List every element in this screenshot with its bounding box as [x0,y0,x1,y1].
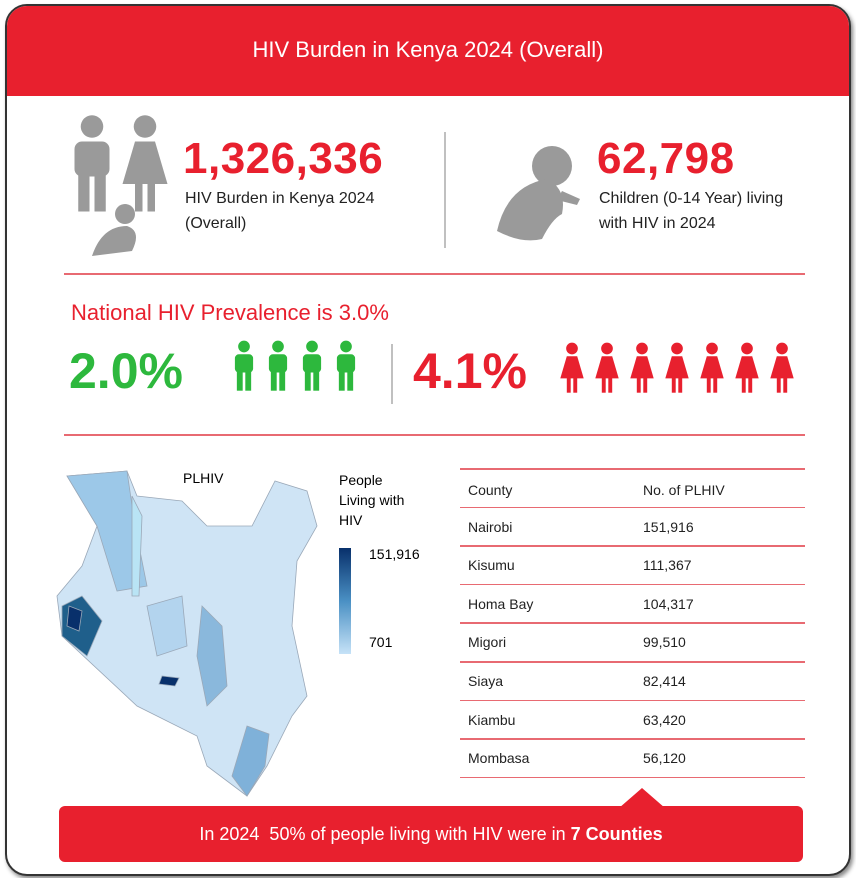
county-name: Nairobi [468,518,513,535]
stat-label: Children (0-14 Year) living [599,190,784,207]
plhiv-count: 111,367 [643,557,692,574]
table-rule [460,738,805,740]
kenya-map [56,470,318,797]
county-name: Kisumu [468,557,515,574]
table-rule [460,661,805,663]
table-header: County [468,482,513,498]
stat-label: (Overall) [185,215,247,232]
table-rule [460,699,805,702]
plhiv-count: 82,414 [643,673,686,689]
footer: In 2024 50% of people living with HIV we… [59,806,803,862]
plhiv-count: 104,317 [643,595,694,612]
map-title: PLHIV [183,470,224,486]
legend-min: 701 [369,634,393,650]
table-header: No. of PLHIV [643,482,725,498]
legend-gradient [339,548,351,654]
county-name: Homa Bay [468,595,534,612]
legend-title-line: Living with [339,492,405,508]
female-prevalence: 4.1% [413,343,527,399]
table-rule [460,506,805,509]
county-name: Migori [468,634,507,651]
table-rule [460,583,805,586]
legend-title-line: People [339,472,383,488]
infographic-card: HIV Burden in Kenya 2024 (Overall) 1,326… [5,4,851,876]
legend-max: 151,916 [369,546,420,562]
footer-text: In 2024 50% of people living with HIV we… [199,824,571,844]
table-rule [460,468,805,470]
separator [64,273,805,275]
stat-value: 1,326,336 [183,134,384,183]
table-rule [460,622,805,624]
plhiv-count: 99,510 [643,634,686,651]
county-name: Kiambu [468,711,516,728]
legend-title: People Living with HIV [339,470,404,530]
table-rule [460,545,805,547]
stat-label: HIV Burden in Kenya 2024 [185,190,375,207]
footer-bold: 7 Counties [570,824,663,844]
county-name: Mombasa [468,750,530,767]
county-name: Siaya [468,673,504,689]
female-icons [560,342,794,393]
stat-label: with HIV in 2024 [599,215,716,232]
plhiv-count: 151,916 [643,518,694,535]
table-rule [460,776,805,779]
plhiv-count: 63,420 [643,711,686,728]
family-icon [74,115,168,256]
male-icons [234,340,356,391]
graphics [56,115,794,797]
header-title: HIV Burden in Kenya 2024 (Overall) [7,6,849,96]
legend-title-line: HIV [339,512,363,528]
baby-icon [497,146,580,241]
male-prevalence: 2.0% [69,343,183,399]
plhiv-count: 56,120 [643,750,686,767]
separator [64,434,805,436]
prevalence-title: National HIV Prevalence is 3.0% [71,300,389,325]
stat-value: 62,798 [597,134,735,183]
